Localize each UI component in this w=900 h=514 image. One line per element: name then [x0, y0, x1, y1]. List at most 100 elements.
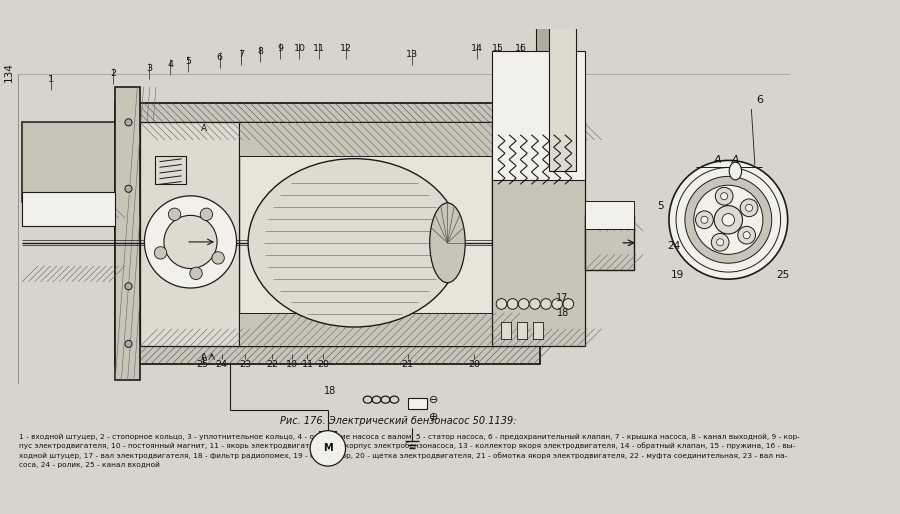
Text: 6: 6 — [217, 53, 222, 62]
Circle shape — [740, 199, 758, 217]
Text: 15: 15 — [492, 44, 504, 53]
Bar — [140, 122, 239, 346]
Text: ⊕: ⊕ — [429, 412, 439, 423]
Text: 6: 6 — [757, 95, 764, 105]
Bar — [491, 51, 585, 180]
Circle shape — [716, 188, 733, 205]
Text: 12: 12 — [339, 44, 352, 53]
Circle shape — [125, 283, 132, 290]
Bar — [239, 122, 491, 156]
Circle shape — [552, 299, 562, 309]
Circle shape — [125, 340, 132, 347]
Bar — [491, 122, 585, 346]
Text: 20: 20 — [318, 360, 329, 369]
Text: 24: 24 — [215, 360, 228, 369]
Text: 22: 22 — [266, 360, 278, 369]
Bar — [173, 122, 527, 346]
Circle shape — [200, 208, 212, 221]
Bar — [115, 87, 140, 380]
Circle shape — [518, 299, 529, 309]
Text: 11: 11 — [313, 44, 325, 53]
Circle shape — [212, 252, 224, 264]
Circle shape — [745, 204, 752, 211]
Text: 14: 14 — [471, 44, 482, 53]
Text: пус электродвигателя, 10 - постоянный магнит, 11 - якорь электродвигателя, 12 - : пус электродвигателя, 10 - постоянный ма… — [20, 443, 796, 449]
Text: ⊖: ⊖ — [429, 395, 439, 405]
Bar — [500, 322, 511, 339]
Circle shape — [168, 208, 181, 221]
Circle shape — [694, 185, 763, 254]
Text: 1: 1 — [48, 75, 53, 84]
Ellipse shape — [729, 162, 742, 180]
Bar — [22, 192, 115, 226]
Bar — [408, 398, 427, 409]
Bar — [549, 12, 576, 171]
Bar — [239, 313, 491, 346]
Text: А: А — [201, 124, 207, 133]
Circle shape — [310, 431, 346, 466]
Text: ходной штуцер, 17 - вал электродвигателя, 18 - фильтр радиопомех, 19 - сепаратор: ходной штуцер, 17 - вал электродвигателя… — [20, 452, 787, 459]
Text: 3: 3 — [146, 64, 152, 73]
Circle shape — [144, 196, 237, 288]
Text: 18: 18 — [324, 386, 337, 396]
Bar — [155, 156, 186, 185]
Text: 1 - входной штуцер, 2 - стопорное кольцо, 3 - уплотнительное кольцо, 4 - основан: 1 - входной штуцер, 2 - стопорное кольцо… — [20, 433, 800, 440]
Circle shape — [190, 267, 203, 280]
Circle shape — [125, 185, 132, 192]
Text: 19: 19 — [671, 270, 684, 280]
Text: 16: 16 — [515, 44, 527, 53]
Ellipse shape — [248, 159, 461, 327]
Text: 11: 11 — [302, 360, 313, 369]
Circle shape — [541, 299, 552, 309]
Text: 17: 17 — [556, 293, 569, 303]
Text: А: А — [201, 353, 207, 362]
Circle shape — [685, 176, 771, 263]
Text: 13: 13 — [406, 49, 419, 59]
Circle shape — [563, 299, 573, 309]
Circle shape — [125, 119, 132, 126]
Circle shape — [721, 193, 728, 200]
Bar — [533, 322, 543, 339]
Text: А - А: А - А — [714, 155, 740, 166]
Text: 4: 4 — [167, 60, 173, 69]
Text: 7: 7 — [238, 49, 244, 59]
Circle shape — [508, 299, 518, 309]
Text: 18: 18 — [556, 308, 569, 318]
Bar — [585, 201, 634, 229]
Text: 134: 134 — [4, 63, 13, 82]
Circle shape — [701, 216, 708, 223]
Circle shape — [669, 160, 788, 279]
Bar — [585, 215, 634, 270]
Circle shape — [714, 206, 742, 234]
Text: 9: 9 — [277, 44, 283, 53]
Text: 5: 5 — [184, 57, 191, 66]
Text: 10: 10 — [293, 44, 305, 53]
Circle shape — [743, 232, 751, 238]
Text: 25: 25 — [777, 270, 790, 280]
Text: 20: 20 — [468, 360, 480, 369]
Bar — [239, 122, 491, 346]
Text: 10: 10 — [286, 360, 299, 369]
Bar — [517, 322, 527, 339]
Text: 8: 8 — [257, 47, 264, 56]
Bar — [536, 0, 554, 149]
Bar — [22, 122, 115, 202]
Ellipse shape — [429, 203, 465, 283]
Circle shape — [711, 233, 729, 251]
Circle shape — [716, 238, 724, 246]
Text: 24: 24 — [667, 242, 680, 251]
Circle shape — [696, 211, 714, 229]
Text: M: M — [323, 444, 333, 453]
Circle shape — [154, 247, 166, 259]
Text: 2: 2 — [111, 69, 116, 78]
Text: 21: 21 — [401, 360, 414, 369]
Text: соса, 24 - ролик, 25 - канал входной: соса, 24 - ролик, 25 - канал входной — [20, 461, 160, 468]
Bar — [115, 103, 541, 364]
Circle shape — [738, 226, 755, 244]
Circle shape — [164, 215, 217, 268]
Circle shape — [529, 299, 540, 309]
Text: Рис. 176. Электрический бензонасос 50.1139:: Рис. 176. Электрический бензонасос 50.11… — [281, 416, 517, 426]
Text: 25: 25 — [196, 360, 208, 369]
Text: 5: 5 — [657, 201, 663, 211]
Circle shape — [496, 299, 507, 309]
